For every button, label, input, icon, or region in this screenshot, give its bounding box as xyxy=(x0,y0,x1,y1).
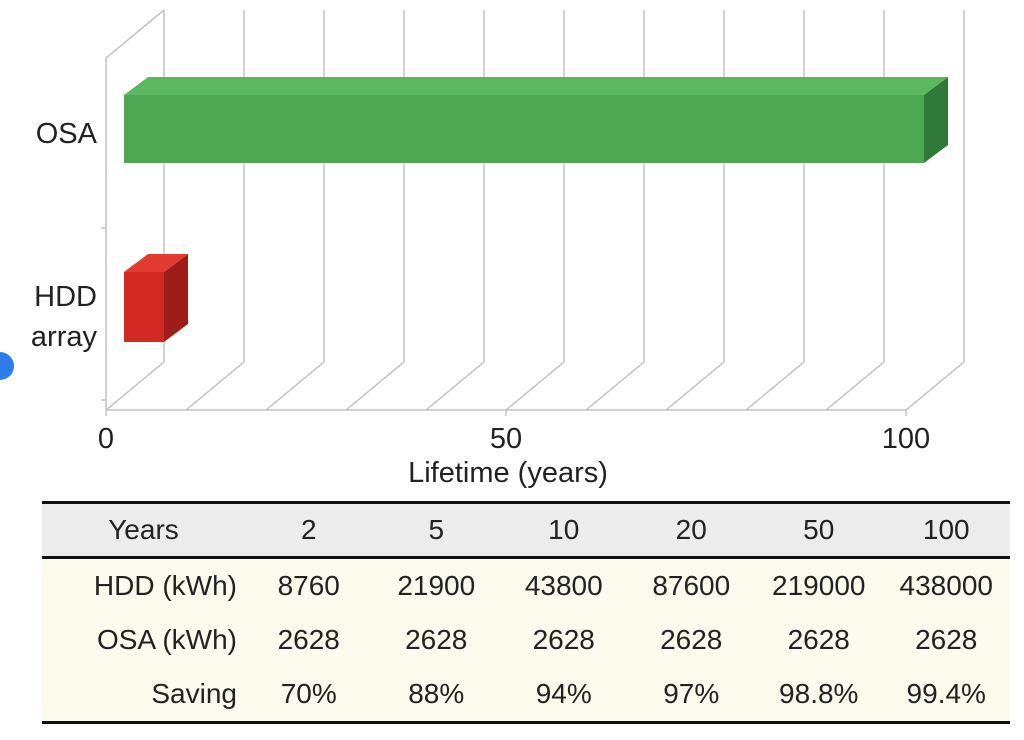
table-header-row: Years 2 5 10 20 50 100 xyxy=(42,501,1010,559)
table-cell: 2628 xyxy=(755,613,883,667)
floor-line xyxy=(825,361,885,411)
energy-table: Years 2 5 10 20 50 100 HDD (kWh) 8760 21900 43800 8… xyxy=(42,501,1010,724)
floor-line xyxy=(185,361,245,411)
table-cell: 98.8% xyxy=(755,667,883,724)
table-cell: 88% xyxy=(372,667,500,724)
floor-line xyxy=(665,361,725,411)
floor-line xyxy=(505,361,565,411)
chart-bars xyxy=(124,77,948,342)
bar-chart: OSA HDD array 0 50 100 Lifetime (years) xyxy=(31,9,965,489)
table-cell: 2628 xyxy=(500,613,628,667)
blue-dot-marker xyxy=(0,352,14,380)
table-cell: 21900 xyxy=(372,557,500,613)
category-label: OSA xyxy=(36,118,98,150)
table-header-cell: 100 xyxy=(882,501,1010,559)
table-cell: 219000 xyxy=(755,557,883,613)
table-row: HDD (kWh) 8760 21900 43800 87600 219000 438000 xyxy=(42,557,1010,613)
table-cell: 99.4% xyxy=(882,667,1010,724)
floor-line xyxy=(345,361,405,411)
row-label: HDD (kWh) xyxy=(42,557,245,613)
table-cell: 97% xyxy=(627,667,755,724)
bar-side xyxy=(164,254,188,342)
chart-grid xyxy=(101,9,965,416)
bar xyxy=(124,272,164,342)
bar-side xyxy=(924,77,948,163)
table-cell: 438000 xyxy=(882,557,1010,613)
y-axis-top-line xyxy=(105,9,165,59)
floor-line xyxy=(105,361,165,411)
floor-line xyxy=(425,361,485,411)
floor-line xyxy=(585,361,645,411)
table-header-cell: 2 xyxy=(245,501,373,559)
category-label: HDD xyxy=(34,281,97,313)
table-cell: 2628 xyxy=(372,613,500,667)
floor-line xyxy=(905,361,965,411)
table-header-cell: 5 xyxy=(372,501,500,559)
table-header-label: Years xyxy=(42,501,245,559)
table-row: Saving 70% 88% 94% 97% 98.8% 99.4% xyxy=(42,667,1010,724)
table-cell: 94% xyxy=(500,667,628,724)
row-label: OSA (kWh) xyxy=(42,613,245,667)
table-cell: 2628 xyxy=(882,613,1010,667)
table-row: OSA (kWh) 2628 2628 2628 2628 2628 2628 xyxy=(42,613,1010,667)
x-tick-label: 50 xyxy=(490,423,522,455)
table-cell: 43800 xyxy=(500,557,628,613)
table-cell: 87600 xyxy=(627,557,755,613)
bar-top xyxy=(124,254,188,272)
category-label: array xyxy=(31,321,98,353)
floor-line xyxy=(265,361,325,411)
table-header-cell: 10 xyxy=(500,501,628,559)
table-header-cell: 50 xyxy=(755,501,883,559)
x-tick-label: 100 xyxy=(882,423,930,455)
table-cell: 2628 xyxy=(627,613,755,667)
floor-line xyxy=(745,361,805,411)
row-label: Saving xyxy=(42,667,245,724)
table-header-cell: 20 xyxy=(627,501,755,559)
bar-top xyxy=(124,77,948,95)
bar xyxy=(124,95,924,163)
chart-labels: OSA HDD array 0 50 100 Lifetime (years) xyxy=(31,118,930,489)
x-tick-label: 0 xyxy=(98,423,114,455)
table-cell: 8760 xyxy=(245,557,373,613)
x-axis-label: Lifetime (years) xyxy=(408,457,608,489)
table-cell: 2628 xyxy=(245,613,373,667)
table-cell: 70% xyxy=(245,667,373,724)
